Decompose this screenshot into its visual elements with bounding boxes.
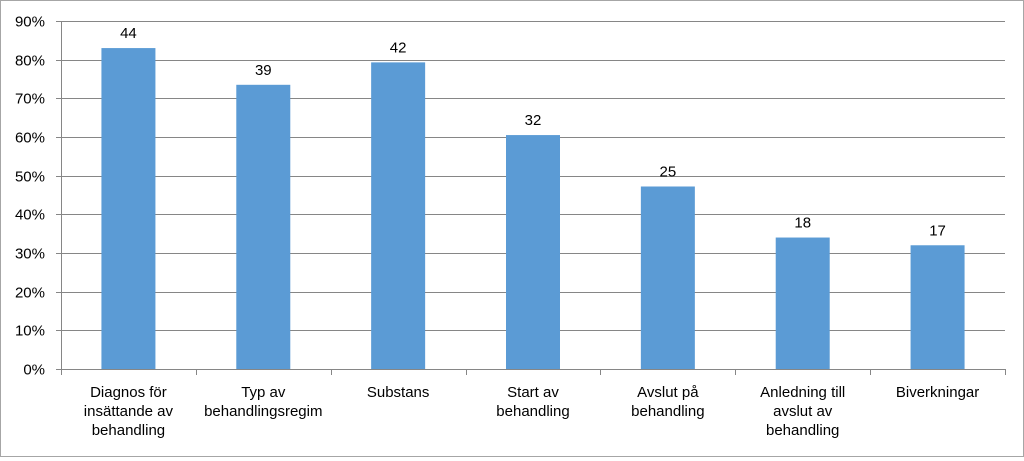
- x-category-label-line: Diagnos för: [90, 384, 167, 401]
- x-category-label: Avslut på behandling: [631, 384, 704, 420]
- y-tick-label: 20%: [15, 285, 45, 302]
- x-category-label: Biverkningar: [896, 384, 979, 401]
- x-category-label-line: behandling: [631, 403, 704, 420]
- x-category-label-line: Typ av: [241, 384, 286, 401]
- x-category-label: Start av behandling: [496, 384, 569, 420]
- bar: [910, 245, 965, 369]
- x-category-label-line: Substans: [367, 384, 430, 401]
- data-label: 44: [120, 25, 137, 42]
- y-tick-label: 0%: [23, 362, 45, 379]
- labels: 44 39 42 32 25 18 17 Diagnos för insättande av be…: [84, 25, 979, 439]
- x-category-label: Diagnos för insättande av behandling: [84, 384, 174, 439]
- data-label: 17: [929, 222, 946, 239]
- data-label: 18: [794, 215, 811, 232]
- x-category-label-line: behandling: [92, 422, 165, 439]
- y-tick-label: 70%: [15, 91, 45, 108]
- x-category-label-line: Start av: [507, 384, 559, 401]
- y-tick-label: 30%: [15, 246, 45, 263]
- bar: [371, 62, 426, 370]
- x-category-label: Anledning till avslut av behandling: [760, 384, 845, 439]
- data-label: 32: [525, 112, 542, 129]
- bar: [640, 186, 695, 369]
- x-category-label-line: behandling: [766, 422, 839, 439]
- data-label: 25: [660, 163, 677, 180]
- data-label: 42: [390, 39, 407, 56]
- bar: [236, 84, 291, 370]
- y-tick-label: 60%: [15, 130, 45, 147]
- x-category-label-line: Biverkningar: [896, 384, 979, 401]
- bar: [506, 135, 560, 369]
- x-category-label: Typ av behandlingsregim: [204, 384, 322, 420]
- y-tick-label: 80%: [15, 53, 45, 70]
- x-category-label-line: behandling: [496, 403, 569, 420]
- x-category-label-line: avslut av: [773, 403, 833, 420]
- bar: [101, 48, 156, 370]
- x-category-label: Substans: [367, 384, 430, 401]
- bar: [775, 237, 830, 369]
- x-category-label-line: behandlingsregim: [204, 403, 322, 420]
- x-category-label-line: insättande av: [84, 403, 174, 420]
- y-tick-label: 40%: [15, 207, 45, 224]
- y-tick-label: 90%: [15, 14, 45, 31]
- x-category-label-line: Anledning till: [760, 384, 845, 401]
- x-category-label-line: Avslut på: [637, 384, 699, 401]
- data-label: 39: [255, 62, 272, 79]
- y-tick-label: 10%: [15, 323, 45, 340]
- axes: 0% 10% 20% 30% 40% 50% 60% 70% 80% 90%: [15, 14, 1006, 379]
- bars: [101, 48, 965, 370]
- y-tick-label: 50%: [15, 169, 45, 186]
